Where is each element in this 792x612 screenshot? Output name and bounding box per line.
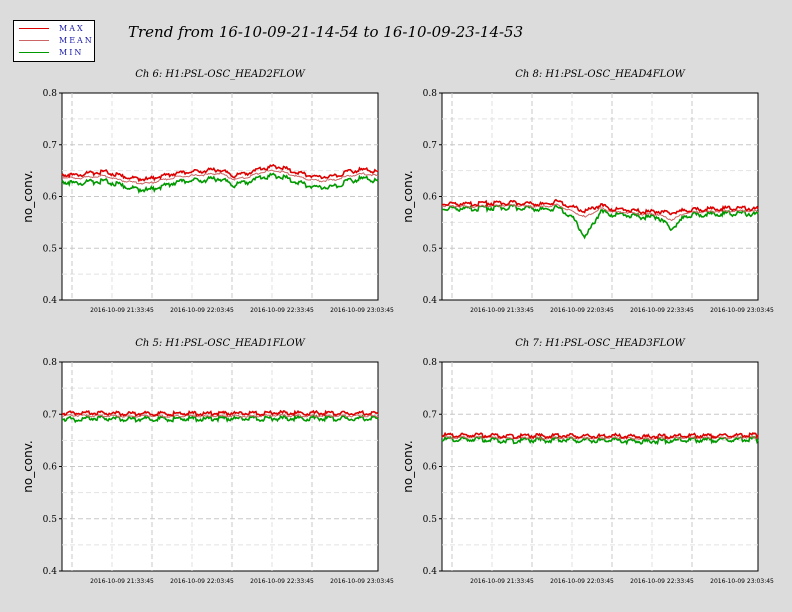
xtick-label-ch8: 2016-10-09 22:03:45	[550, 307, 614, 314]
xtick-label-ch7: 2016-10-09 21:33:45	[470, 578, 534, 585]
legend-swatch-max	[19, 28, 49, 29]
ylabel-ch7: no_conv.	[401, 440, 415, 492]
ytick-label-ch6: 0.8	[43, 89, 58, 99]
ytick-label-ch8: 0.5	[423, 244, 438, 254]
legend-label-max: MAX	[59, 24, 85, 33]
page-title: Trend from 16-10-09-21-14-54 to 16-10-09…	[128, 23, 524, 41]
series-max-ch7	[441, 431, 759, 440]
series-mean-ch6	[61, 169, 379, 185]
xtick-label-ch6: 2016-10-09 21:33:45	[90, 307, 154, 314]
series-max-ch8	[441, 198, 759, 216]
ylabel-ch5: no_conv.	[21, 440, 35, 492]
ytick-label-ch8: 0.4	[423, 296, 438, 306]
series-min-ch8	[441, 203, 759, 240]
ytick-label-ch8: 0.7	[423, 141, 438, 151]
series-max-ch5	[61, 409, 379, 417]
ytick-label-ch7: 0.7	[423, 410, 438, 420]
xtick-label-ch8: 2016-10-09 21:33:45	[470, 307, 534, 314]
legend-swatch-mean	[19, 40, 49, 41]
series-min-ch7	[441, 435, 759, 446]
panel-title-ch8: Ch 8: H1:PSL-OSC_HEAD4FLOW	[515, 69, 685, 80]
chart-panel-ch7: 0.4 0.5 0.6 0.7 0.8 2016-10-09 21:33:45 2016-1…	[401, 358, 774, 585]
panel-title-ch6: Ch 6: H1:PSL-OSC_HEAD2FLOW	[135, 69, 305, 80]
ylabel-ch8: no_conv.	[401, 170, 415, 222]
ytick-label-ch6: 0.7	[43, 141, 58, 151]
ytick-label-ch5: 0.4	[43, 567, 58, 577]
ytick-label-ch8: 0.6	[423, 193, 438, 203]
ytick-label-ch5: 0.8	[43, 358, 58, 368]
ytick-label-ch7: 0.8	[423, 358, 438, 368]
ytick-label-ch5: 0.7	[43, 410, 58, 420]
xtick-label-ch5: 2016-10-09 22:03:45	[170, 578, 234, 585]
legend-entry-max: MAX	[19, 23, 94, 35]
series-min-ch6	[61, 172, 379, 195]
ytick-label-ch5: 0.6	[43, 463, 58, 473]
legend-label-min: MIN	[59, 48, 84, 57]
ytick-label-ch7: 0.5	[423, 515, 438, 525]
legend-swatch-min	[19, 52, 49, 53]
legend-entry-min: MIN	[19, 47, 94, 59]
xtick-label-ch7: 2016-10-09 22:03:45	[550, 578, 614, 585]
series-min-ch5	[61, 414, 379, 424]
legend-label-mean: MEAN	[59, 36, 94, 45]
xtick-label-ch5: 2016-10-09 22:33:45	[250, 578, 314, 585]
xtick-label-ch7: 2016-10-09 23:03:45	[710, 578, 774, 585]
legend-entry-mean: MEAN	[19, 35, 94, 47]
xtick-label-ch6: 2016-10-09 22:03:45	[170, 307, 234, 314]
panel-title-ch5: Ch 5: H1:PSL-OSC_HEAD1FLOW	[135, 338, 305, 349]
ytick-label-ch6: 0.4	[43, 296, 58, 306]
legend: MAX MEAN MIN	[13, 20, 95, 62]
xtick-label-ch8: 2016-10-09 22:33:45	[630, 307, 694, 314]
ytick-label-ch5: 0.5	[43, 515, 58, 525]
series-mean-ch7	[441, 435, 759, 441]
chart-panel-ch5: 0.4 0.5 0.6 0.7 0.8 2016-10-09 21:33:45 2016-1…	[21, 358, 394, 585]
xtick-label-ch5: 2016-10-09 23:03:45	[330, 578, 394, 585]
chart-panel-ch8: 0.4 0.5 0.6 0.7 0.8 2016-10-09 21:33:45 2016-1…	[401, 89, 774, 314]
xtick-label-ch8: 2016-10-09 23:03:45	[710, 307, 774, 314]
ytick-label-ch6: 0.5	[43, 244, 58, 254]
panel-title-ch7: Ch 7: H1:PSL-OSC_HEAD3FLOW	[515, 338, 685, 349]
ylabel-ch6: no_conv.	[21, 170, 35, 222]
chart-panel-ch6: 0.4 0.5 0.6 0.7 0.8 2016-10-09 21:33:45 2016-1…	[21, 89, 394, 314]
ytick-label-ch6: 0.6	[43, 193, 58, 203]
series-mean-ch8	[442, 203, 759, 222]
xtick-label-ch6: 2016-10-09 23:03:45	[330, 307, 394, 314]
xtick-label-ch6: 2016-10-09 22:33:45	[250, 307, 314, 314]
xtick-label-ch7: 2016-10-09 22:33:45	[630, 578, 694, 585]
ytick-label-ch7: 0.4	[423, 567, 438, 577]
ytick-label-ch7: 0.6	[423, 463, 438, 473]
xtick-label-ch5: 2016-10-09 21:33:45	[90, 578, 154, 585]
series-max-ch6	[61, 163, 379, 183]
ytick-label-ch8: 0.8	[423, 89, 438, 99]
